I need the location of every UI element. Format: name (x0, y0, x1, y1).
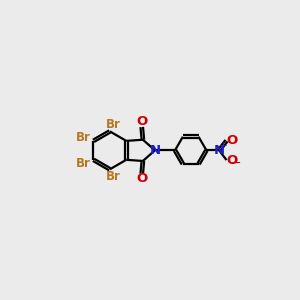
Text: N: N (214, 144, 225, 157)
Text: O: O (136, 172, 147, 185)
Text: +: + (219, 141, 228, 151)
Text: −: − (231, 157, 242, 170)
Text: Br: Br (76, 157, 91, 169)
Text: N: N (149, 144, 161, 157)
Text: O: O (226, 154, 237, 166)
Text: Br: Br (106, 170, 121, 183)
Text: Br: Br (76, 131, 91, 144)
Text: O: O (136, 116, 147, 128)
Text: Br: Br (106, 118, 121, 131)
Text: O: O (226, 134, 237, 147)
